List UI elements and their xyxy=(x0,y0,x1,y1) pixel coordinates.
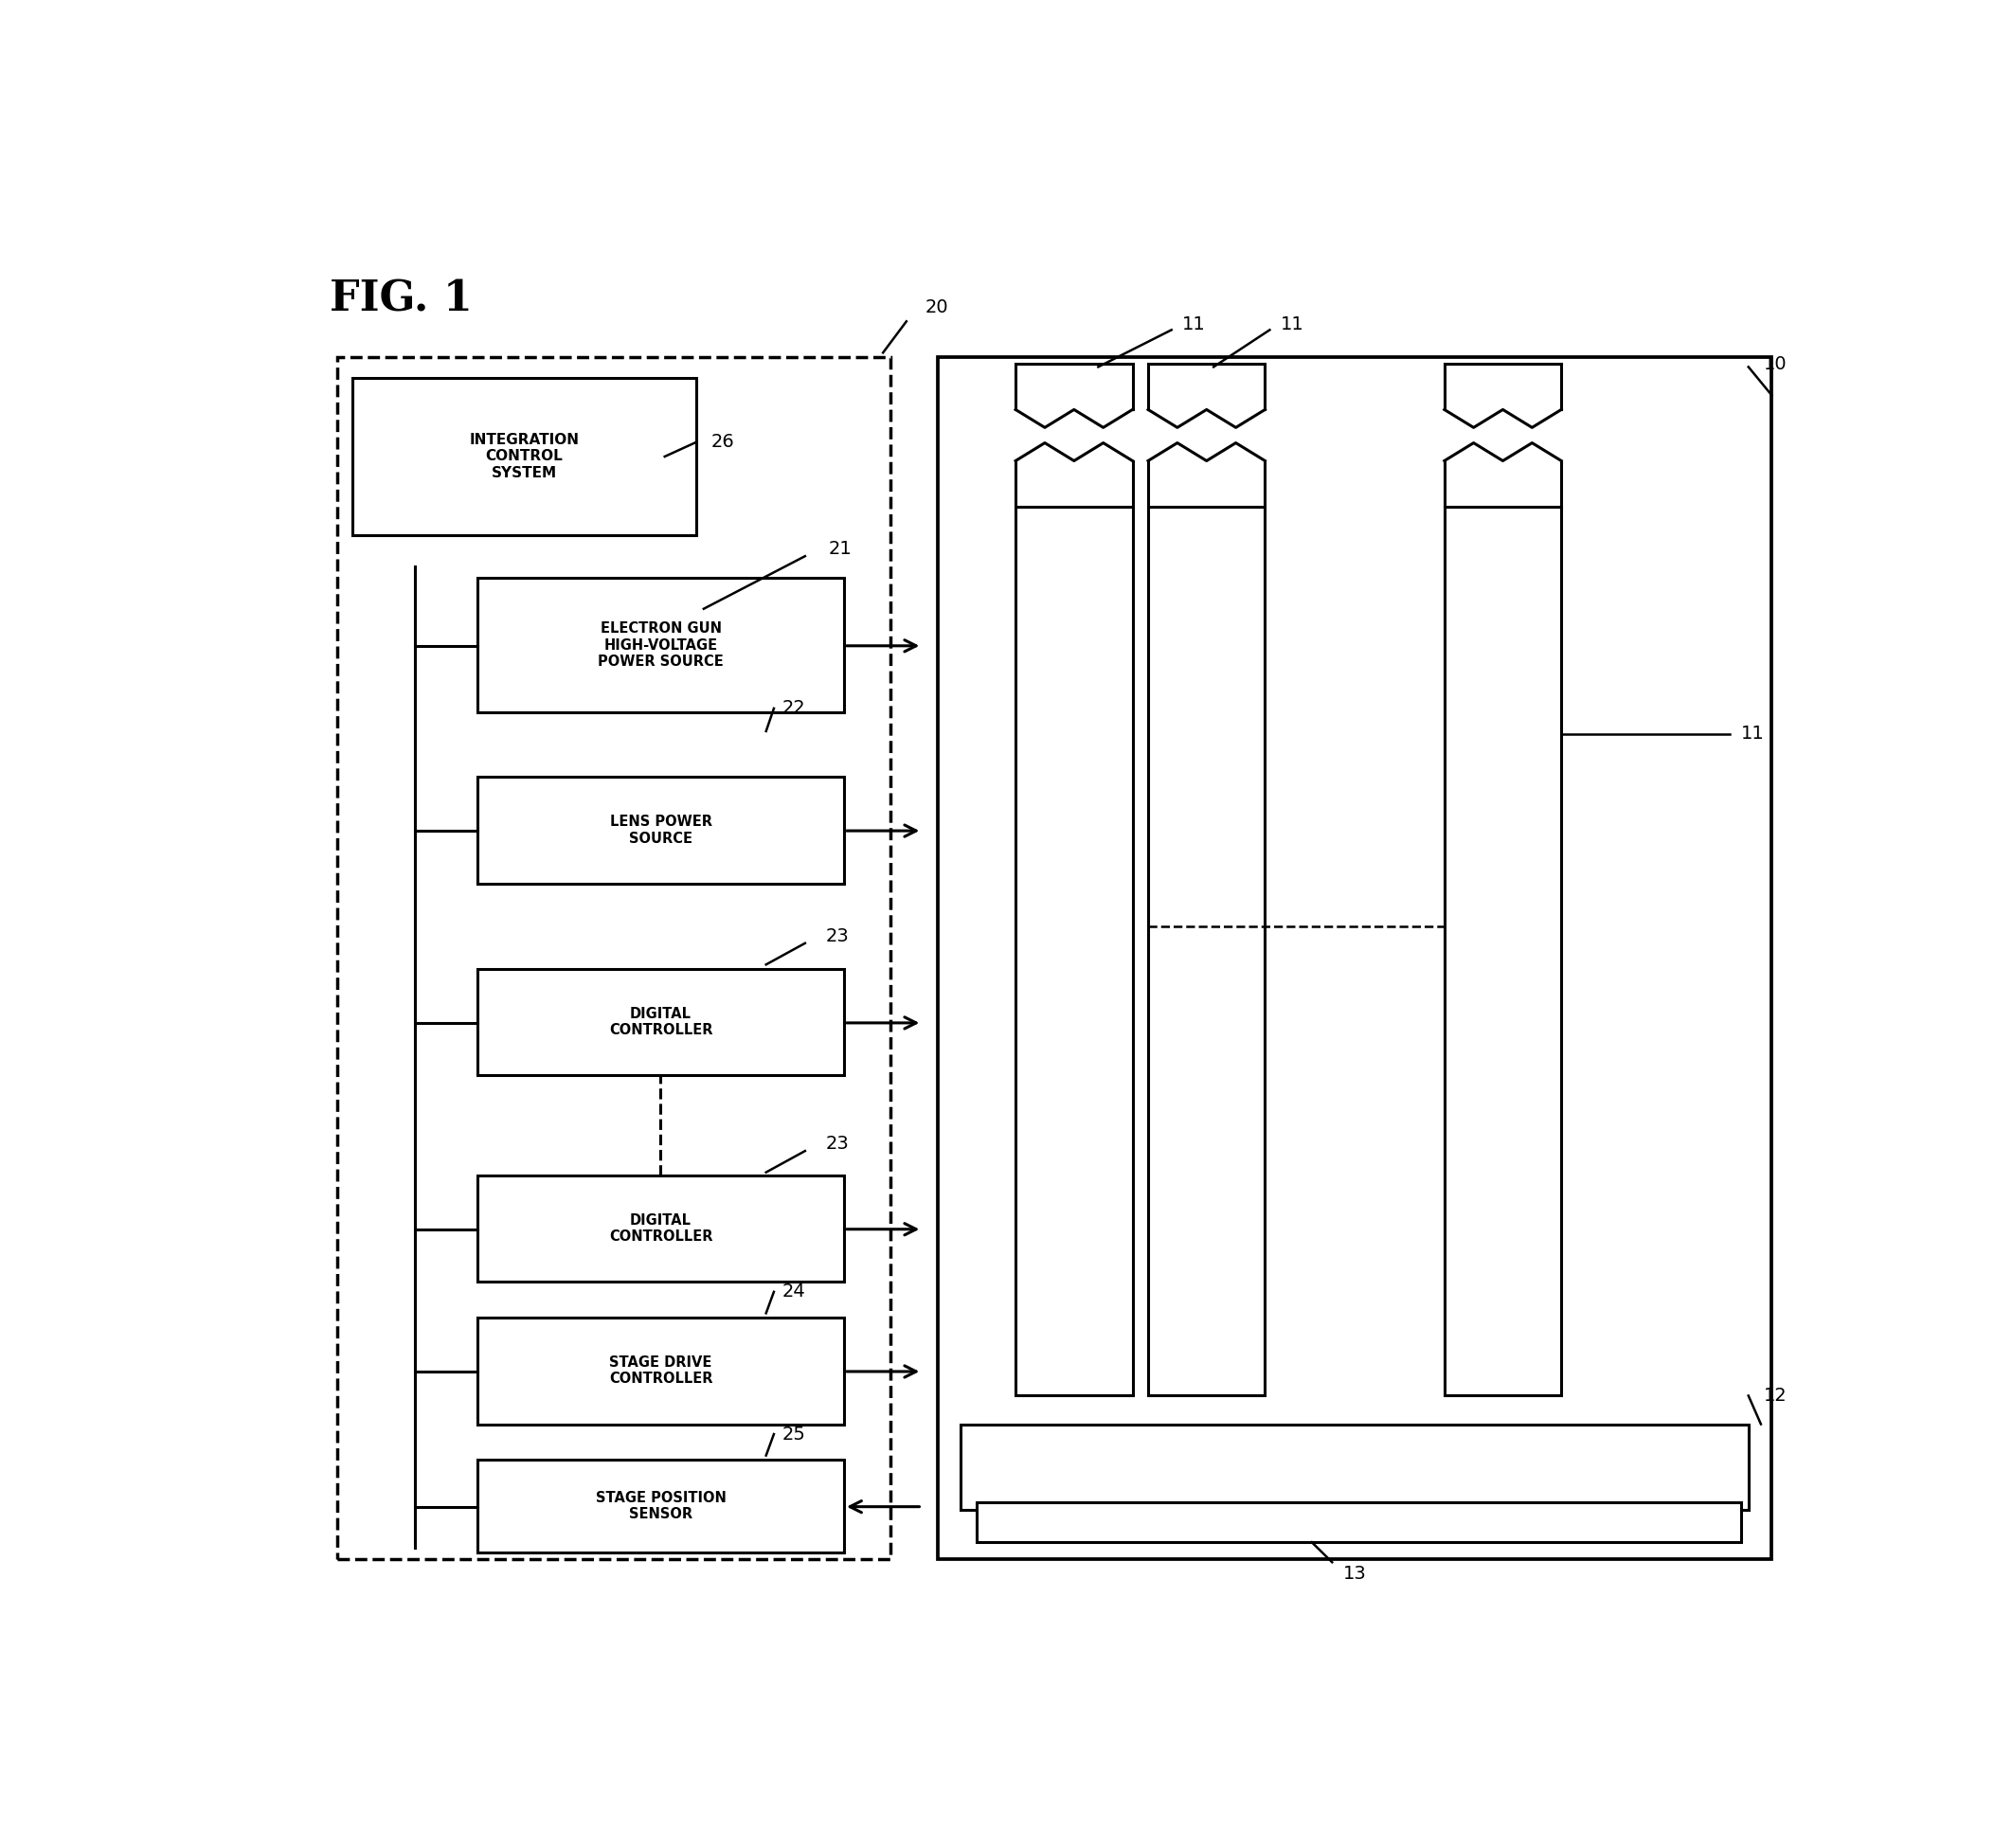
Text: 23: 23 xyxy=(825,928,849,944)
Text: STAGE DRIVE
CONTROLLER: STAGE DRIVE CONTROLLER xyxy=(610,1355,712,1386)
Text: 23: 23 xyxy=(825,1135,849,1153)
Text: 20: 20 xyxy=(926,298,948,316)
Text: 24: 24 xyxy=(781,1283,805,1301)
Bar xyxy=(477,577,845,713)
Text: STAGE POSITION
SENSOR: STAGE POSITION SENSOR xyxy=(596,1491,726,1521)
Bar xyxy=(477,1175,845,1283)
Bar xyxy=(976,1502,1740,1543)
Text: 11: 11 xyxy=(1740,724,1765,743)
Text: 25: 25 xyxy=(781,1425,805,1443)
Text: ELECTRON GUN
HIGH-VOLTAGE
POWER SOURCE: ELECTRON GUN HIGH-VOLTAGE POWER SOURCE xyxy=(598,621,724,669)
Bar xyxy=(1149,506,1266,1395)
Text: 12: 12 xyxy=(1765,1386,1787,1404)
Bar xyxy=(1445,506,1561,1395)
Bar xyxy=(1016,506,1133,1395)
Bar xyxy=(938,357,1773,1560)
Text: 13: 13 xyxy=(1344,1565,1366,1582)
Bar xyxy=(338,357,891,1560)
Text: 22: 22 xyxy=(781,699,805,717)
Text: 26: 26 xyxy=(712,432,734,451)
Bar xyxy=(962,1425,1748,1510)
Text: 10: 10 xyxy=(1765,355,1787,373)
Bar xyxy=(477,1318,845,1425)
Text: FIG. 1: FIG. 1 xyxy=(330,279,473,320)
Text: 11: 11 xyxy=(1183,316,1205,333)
Text: DIGITAL
CONTROLLER: DIGITAL CONTROLLER xyxy=(610,1007,712,1037)
Text: LENS POWER
SOURCE: LENS POWER SOURCE xyxy=(610,815,712,845)
Bar xyxy=(477,1460,845,1552)
Bar xyxy=(477,776,845,883)
Text: INTEGRATION
CONTROL
SYSTEM: INTEGRATION CONTROL SYSTEM xyxy=(469,432,579,480)
Bar xyxy=(352,379,696,534)
Text: DIGITAL
CONTROLLER: DIGITAL CONTROLLER xyxy=(610,1212,712,1244)
Text: 21: 21 xyxy=(829,540,851,558)
Text: 11: 11 xyxy=(1282,316,1304,333)
Bar xyxy=(477,968,845,1076)
